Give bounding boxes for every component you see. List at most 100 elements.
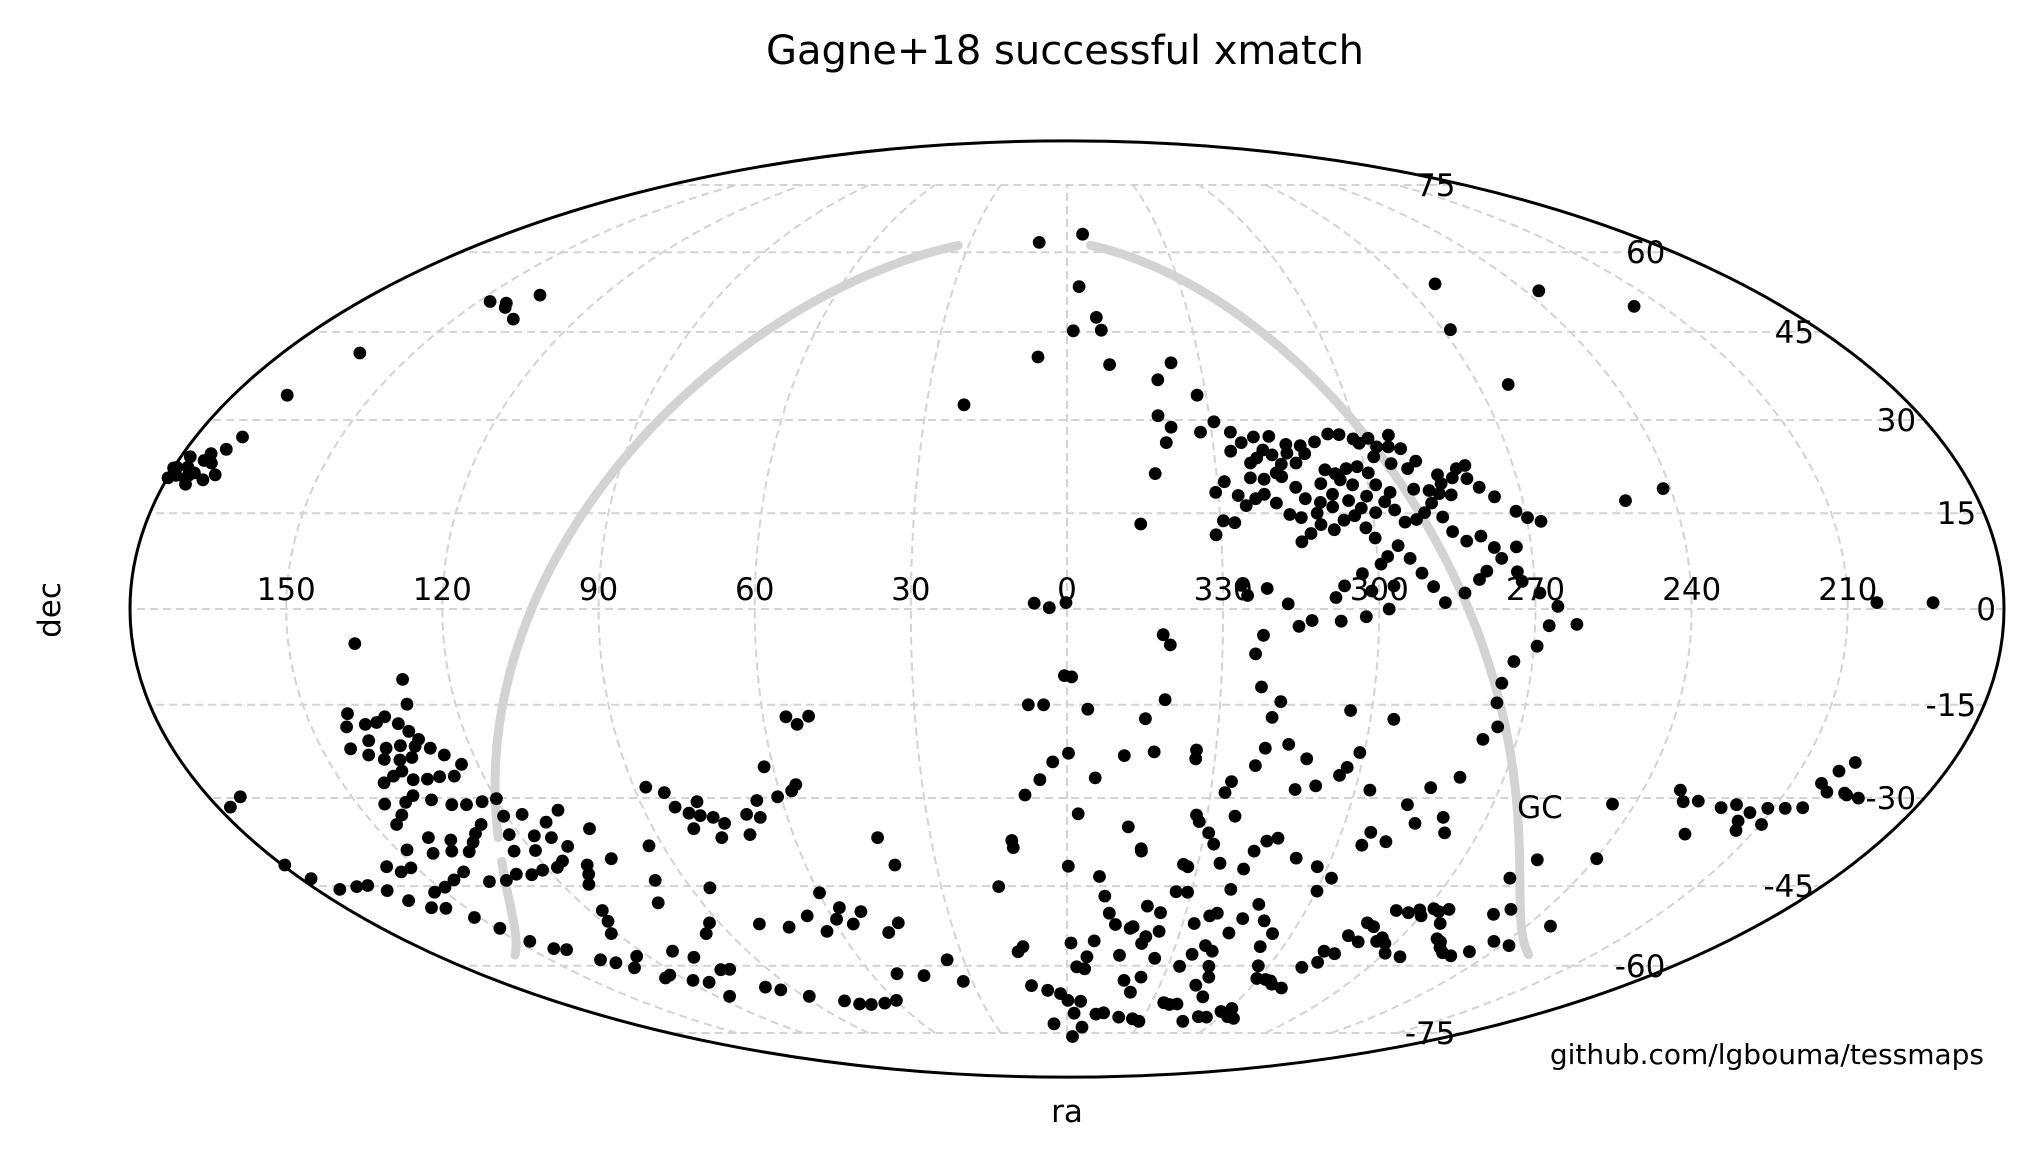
data-point (687, 822, 701, 836)
data-point (1293, 439, 1307, 452)
data-point (1438, 826, 1451, 840)
data-point (1109, 918, 1122, 931)
data-point (377, 776, 391, 790)
data-point (1346, 432, 1360, 446)
data-point (1157, 996, 1171, 1010)
data-point (1046, 755, 1060, 769)
data-point (1480, 564, 1494, 578)
data-point (1147, 745, 1161, 759)
data-point (493, 921, 507, 935)
data-point (444, 833, 458, 847)
data-point (1365, 584, 1379, 598)
data-point (1300, 752, 1314, 766)
data-point (802, 989, 816, 1003)
data-point (437, 748, 451, 762)
data-point (1326, 487, 1339, 501)
data-point (353, 346, 367, 360)
data-point (1309, 779, 1323, 793)
data-point (702, 975, 716, 989)
data-point (539, 815, 553, 829)
data-point (630, 949, 644, 963)
data-point (1487, 935, 1501, 948)
data-point (1018, 788, 1032, 802)
dec-tick-label: 75 (1416, 168, 1455, 204)
data-point (483, 875, 496, 888)
data-point (628, 961, 641, 975)
data-point (1033, 773, 1047, 787)
data-point (1394, 442, 1407, 456)
data-point (1151, 373, 1165, 387)
data-point (1815, 777, 1828, 790)
data-point (1428, 277, 1442, 291)
data-point (1218, 786, 1232, 799)
data-point (1228, 516, 1242, 530)
data-point (1124, 985, 1137, 999)
data-point (1870, 596, 1884, 609)
data-point (1196, 990, 1210, 1004)
data-point (1089, 311, 1103, 324)
grid-meridian (441, 184, 804, 1034)
data-point (830, 912, 843, 926)
data-point (1241, 589, 1254, 602)
data-point (1926, 596, 1940, 609)
data-point (1427, 580, 1440, 593)
data-point (1224, 883, 1238, 896)
data-point (233, 790, 247, 804)
data-point (1544, 919, 1557, 933)
data-point (1534, 515, 1548, 528)
data-point (1117, 749, 1131, 762)
data-point (1353, 746, 1367, 759)
ra-tick-label: 90 (579, 572, 618, 608)
data-point (1032, 236, 1046, 249)
data-points (161, 227, 1940, 1043)
data-point (1260, 582, 1274, 595)
data-point (785, 784, 799, 798)
data-point (377, 753, 391, 766)
data-point (1333, 473, 1347, 487)
data-point (1509, 504, 1523, 518)
data-point (1314, 477, 1328, 490)
data-point (699, 927, 713, 940)
data-point (536, 863, 549, 877)
grid-meridian (909, 184, 1002, 1034)
data-point (1098, 889, 1112, 903)
data-point (1333, 769, 1346, 782)
data-point (1619, 494, 1632, 507)
data-point (394, 739, 407, 753)
data-point (743, 828, 757, 841)
data-point (580, 858, 594, 872)
data-point (1234, 436, 1248, 449)
data-point (455, 757, 468, 771)
data-point (533, 288, 547, 302)
data-point (1270, 496, 1283, 510)
data-point (340, 720, 353, 734)
data-point (1344, 704, 1357, 717)
data-point (1244, 471, 1257, 485)
data-point (1532, 284, 1546, 298)
data-point (1743, 806, 1757, 819)
data-point (582, 878, 596, 891)
data-point (813, 886, 826, 900)
data-point (1369, 506, 1383, 519)
data-point (1402, 906, 1415, 920)
data-point (1164, 356, 1178, 370)
data-point (1064, 936, 1078, 950)
data-point (394, 865, 408, 879)
data-point (1363, 783, 1377, 797)
data-point (393, 753, 407, 767)
grid-meridian (1397, 184, 1849, 1034)
data-point (1236, 912, 1250, 925)
data-point (1205, 944, 1219, 958)
dec-tick-label: -60 (1615, 949, 1666, 985)
data-point (1334, 614, 1348, 628)
data-point (490, 792, 503, 806)
data-point (1327, 523, 1341, 537)
data-point (1370, 935, 1383, 948)
data-point (1289, 480, 1303, 494)
data-point (1332, 428, 1346, 441)
data-point (380, 860, 393, 874)
data-point (917, 969, 931, 982)
data-point (1209, 486, 1223, 499)
data-point (890, 994, 903, 1007)
data-point (1135, 937, 1148, 950)
